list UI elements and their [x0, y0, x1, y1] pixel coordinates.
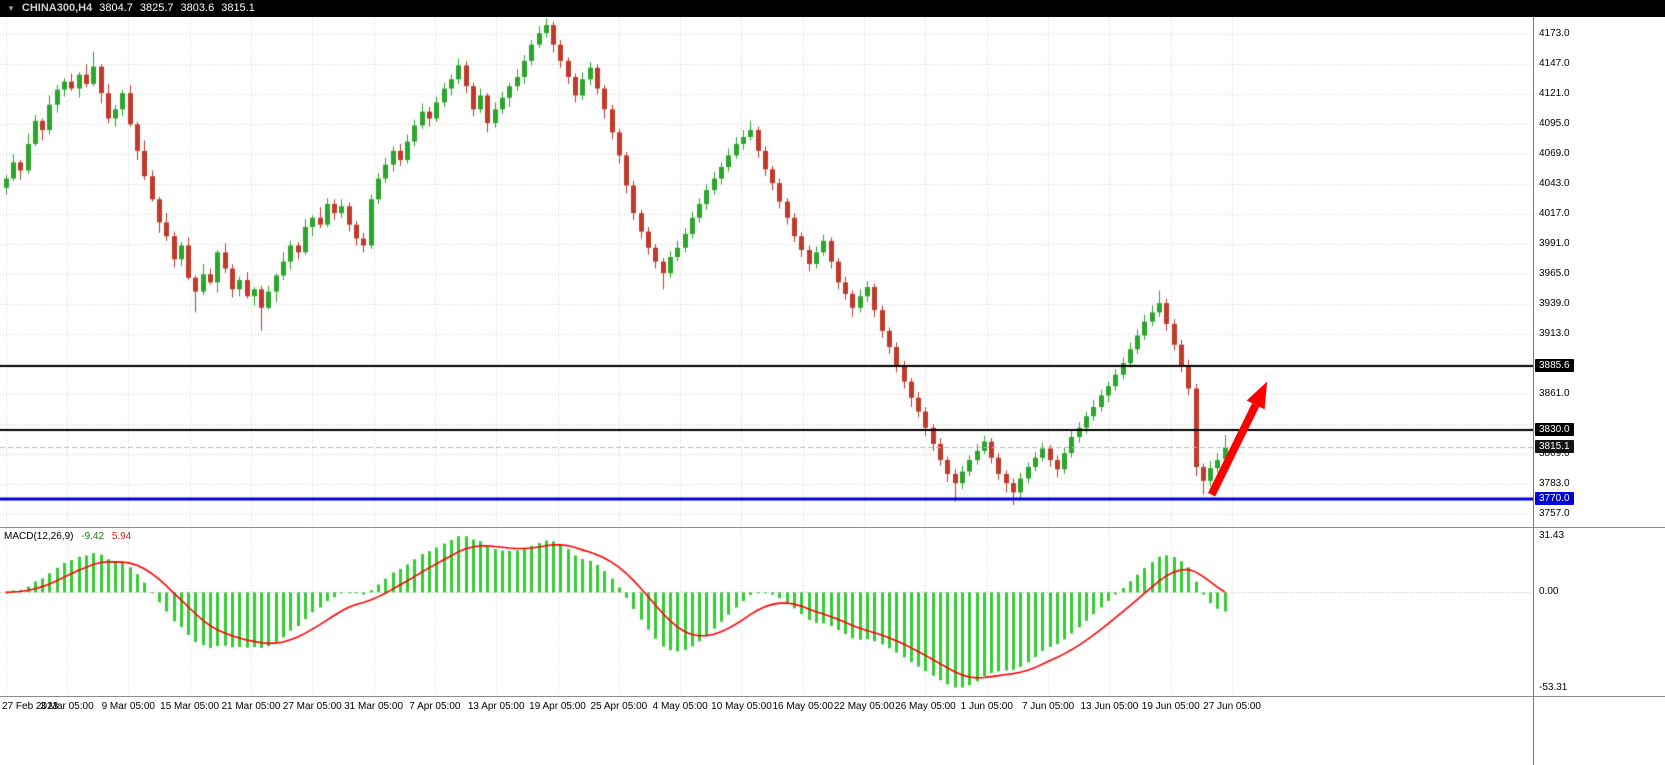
price-axis-tick: 4095.0: [1539, 118, 1570, 130]
time-axis-label: 10 May 05:00: [711, 701, 772, 712]
macd-axis-tick: -53.31: [1539, 681, 1568, 693]
macd-indicator-canvas[interactable]: [0, 528, 1533, 696]
macd-label-text: MACD(12,26,9): [4, 531, 74, 542]
price-axis-tick: 3809.0: [1539, 448, 1570, 460]
time-axis-label: 7 Jun 05:00: [1021, 701, 1075, 712]
chart-symbol-title: CHINA300,H4: [21, 2, 93, 14]
time-axis-label: 27 Feb 2023: [2, 701, 59, 712]
pane-separator[interactable]: [0, 527, 1665, 528]
ohlc-close-value: 3815.1: [221, 2, 255, 14]
time-axis-label: 22 May 05:00: [833, 701, 895, 712]
macd-axis-tick: 31.43: [1539, 530, 1565, 542]
time-axis-label: 16 May 05:00: [772, 701, 834, 712]
current-price-tag[interactable]: 3815.1: [1535, 440, 1574, 454]
time-axis-label: 25 Apr 05:00: [590, 701, 648, 712]
time-axis-label: 15 Mar 05:00: [160, 701, 220, 712]
level-price-tag-3885[interactable]: 3885.6: [1535, 358, 1574, 372]
time-axis-label: 1 Jun 05:00: [960, 701, 1013, 712]
time-axis-label: 31 Mar 05:00: [344, 701, 404, 712]
time-axis-label: 21 Mar 05:00: [221, 701, 281, 712]
time-axis-label: 3 Mar 05:00: [40, 701, 94, 712]
price-axis-tick: 3757.0: [1539, 508, 1570, 520]
macd-axis-tick: 0.00: [1539, 586, 1559, 598]
price-axis-tick: 3965.0: [1539, 268, 1570, 280]
level-price-tag-3830[interactable]: 3830.0: [1535, 423, 1574, 437]
price-axis-tick: 4173.0: [1539, 28, 1570, 40]
time-axis-label: 26 May 05:00: [895, 701, 956, 712]
macd-signal-value: 5.94: [111, 531, 132, 542]
price-axis-tick: 4017.0: [1539, 208, 1570, 220]
price-axis-tick: 3939.0: [1539, 298, 1570, 310]
time-axis-label: 13 Jun 05:00: [1080, 701, 1139, 712]
price-axis-tick: 4069.0: [1539, 148, 1570, 160]
macd-indicator-label: MACD(12,26,9) -9.42 5.94: [4, 531, 131, 542]
time-axis-label: 4 May 05:00: [652, 701, 708, 712]
time-axis-label: 27 Mar 05:00: [282, 701, 342, 712]
price-axis-tick: 3913.0: [1539, 328, 1570, 340]
level-price-tag-3770[interactable]: 3770.0: [1535, 492, 1574, 506]
ohlc-open-value: 3804.7: [99, 2, 133, 14]
price-axis-tick: 4043.0: [1539, 178, 1570, 190]
window-menu-icon[interactable]: ▼: [7, 4, 15, 13]
price-axis-tick: 3783.0: [1539, 478, 1570, 490]
ohlc-low-value: 3803.6: [180, 2, 215, 14]
time-axis-label: 7 Apr 05:00: [409, 701, 461, 712]
price-axis-tick: 3991.0: [1539, 238, 1570, 250]
price-axis[interactable]: 4173.0 4147.0 4121.0 4095.0 4069.0 4043.0 4017…: [1533, 0, 1665, 765]
time-axis-label: 9 Mar 05:00: [101, 701, 155, 712]
time-axis[interactable]: 27 Feb 2023 3 Mar 05:00 9 Mar 05:00 15 Mar …: [0, 697, 1533, 765]
price-axis-tick: 4147.0: [1539, 58, 1570, 70]
price-axis-tick: 4121.0: [1539, 88, 1570, 100]
chart-title-bar: ▼ CHINA300,H4 3804.7 3825.7 3803.6 3815.…: [0, 0, 1665, 17]
ohlc-high-value: 3825.7: [139, 2, 174, 14]
time-axis-separator: [0, 696, 1665, 697]
time-axis-label: 19 Jun 05:00: [1141, 701, 1200, 712]
price-chart-canvas[interactable]: [0, 17, 1533, 527]
macd-main-value: -9.42: [81, 531, 105, 542]
time-axis-label: 13 Apr 05:00: [467, 701, 525, 712]
time-axis-label: 27 Jun 05:00: [1203, 701, 1261, 712]
price-axis-tick: 3861.0: [1539, 388, 1570, 400]
time-axis-label: 19 Apr 05:00: [529, 701, 586, 712]
